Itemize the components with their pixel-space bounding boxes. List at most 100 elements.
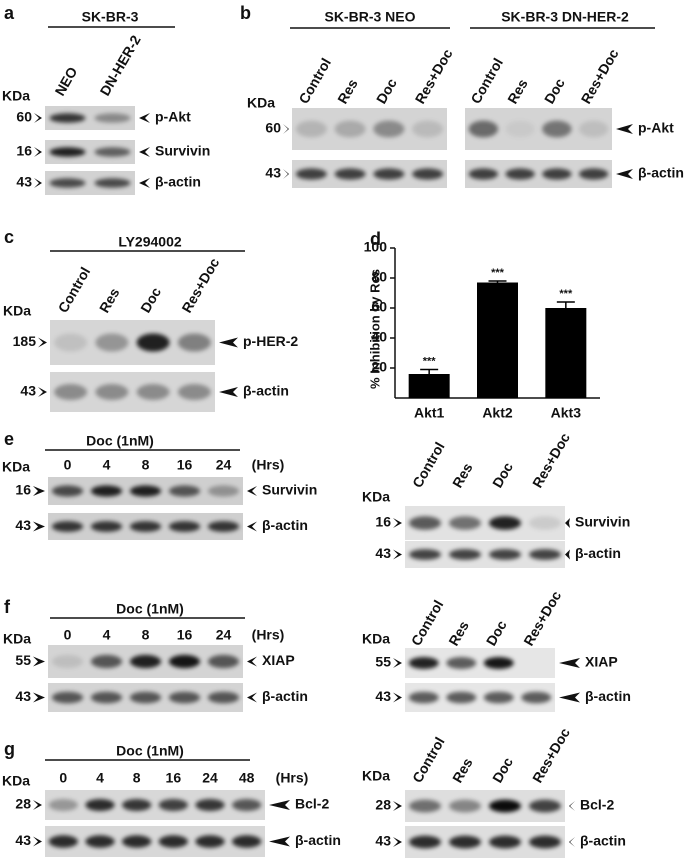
significance: ***	[423, 355, 437, 367]
band	[409, 835, 441, 849]
band	[529, 835, 561, 849]
lane-label: 24	[216, 457, 232, 473]
band	[85, 799, 115, 811]
band	[505, 168, 535, 180]
size-marker: 60	[265, 120, 281, 136]
lane-label: 8	[142, 457, 150, 473]
size-marker: 55	[15, 652, 31, 668]
arrowhead	[38, 387, 47, 397]
lane-unit: (Hrs)	[252, 627, 285, 643]
band	[48, 835, 78, 848]
lane-label: Res	[96, 285, 123, 315]
lane-label: Control	[409, 439, 448, 490]
lane-label: DN-HER-2	[96, 32, 143, 98]
arrowhead	[247, 521, 257, 532]
error-bar	[488, 280, 507, 283]
lane-label: 0	[64, 627, 72, 643]
lane-label: Control	[55, 264, 94, 315]
arrowhead	[565, 549, 570, 560]
target-label: Bcl-2	[295, 796, 329, 812]
y-tick-label: 40	[371, 329, 387, 345]
size-marker: 16	[375, 514, 391, 530]
band	[94, 147, 131, 157]
band	[483, 657, 514, 669]
target-label: β-actin	[295, 832, 341, 848]
lane-label: Res+Doc	[178, 255, 222, 315]
lane-label: 4	[103, 627, 111, 643]
band	[489, 835, 521, 849]
band	[295, 120, 327, 138]
band	[90, 654, 123, 669]
panel-label: g	[4, 739, 15, 759]
arrowhead	[616, 124, 633, 134]
unit-label: KDa	[2, 459, 30, 475]
lane-label: Doc	[489, 459, 516, 490]
band	[54, 333, 88, 352]
target-label: Survivin	[155, 143, 210, 159]
band	[49, 147, 86, 157]
band	[129, 691, 162, 704]
arrowhead	[247, 692, 257, 703]
x-tick-label: Akt2	[482, 405, 513, 421]
target-label: Survivin	[575, 514, 630, 530]
lane-label: Res+Doc	[520, 588, 564, 648]
unit-label: KDa	[2, 773, 30, 789]
size-marker: 60	[16, 109, 32, 125]
arrowhead	[616, 169, 633, 179]
band	[51, 521, 84, 532]
arrowhead	[34, 178, 42, 188]
band	[168, 654, 201, 669]
panel-label: a	[4, 3, 15, 23]
arrowhead	[139, 147, 150, 157]
lane-label: Res	[449, 460, 476, 490]
band	[409, 799, 441, 813]
band	[409, 516, 441, 530]
band	[529, 799, 561, 813]
target-label: p-Akt	[155, 109, 191, 125]
error-bar	[420, 368, 439, 374]
band	[136, 384, 170, 400]
band	[95, 333, 129, 352]
arrowhead	[393, 549, 402, 560]
lane-label: Res+Doc	[412, 46, 456, 106]
y-tick-label: 60	[371, 299, 387, 315]
arrowhead	[393, 518, 402, 528]
arrowhead	[393, 801, 402, 811]
group-header: Doc (1nM)	[116, 743, 184, 759]
arrowhead	[283, 169, 289, 179]
group-header: SK-BR-3 NEO	[324, 9, 415, 25]
y-axis-label: % Inhibition by Res	[367, 269, 382, 389]
arrowhead	[559, 692, 580, 703]
unit-label: KDa	[3, 303, 31, 319]
unit-label: KDa	[362, 631, 390, 647]
bar	[477, 282, 518, 398]
band	[334, 120, 366, 138]
target-label: β-actin	[262, 517, 308, 533]
arrowhead	[38, 337, 47, 348]
band	[48, 799, 78, 811]
target-label: Bcl-2	[580, 797, 614, 813]
panel-label: c	[4, 227, 14, 247]
band	[49, 113, 86, 123]
band	[95, 384, 129, 400]
target-label: p-HER-2	[243, 333, 298, 349]
size-marker: 43	[15, 517, 31, 533]
blot	[45, 790, 265, 820]
band	[168, 521, 201, 532]
band	[505, 120, 535, 138]
error-bar	[556, 301, 575, 308]
lane-label: Res	[445, 618, 472, 648]
group-header: Doc (1nM)	[86, 433, 154, 449]
band	[449, 516, 481, 530]
band	[177, 333, 211, 352]
target-label: β-actin	[580, 833, 626, 849]
band	[94, 178, 131, 188]
panel-label: d	[370, 229, 381, 249]
band	[412, 168, 444, 180]
band	[195, 799, 225, 811]
lane-label: Control	[467, 55, 506, 106]
band	[207, 521, 240, 532]
band	[408, 691, 439, 704]
arrowhead	[33, 836, 42, 847]
